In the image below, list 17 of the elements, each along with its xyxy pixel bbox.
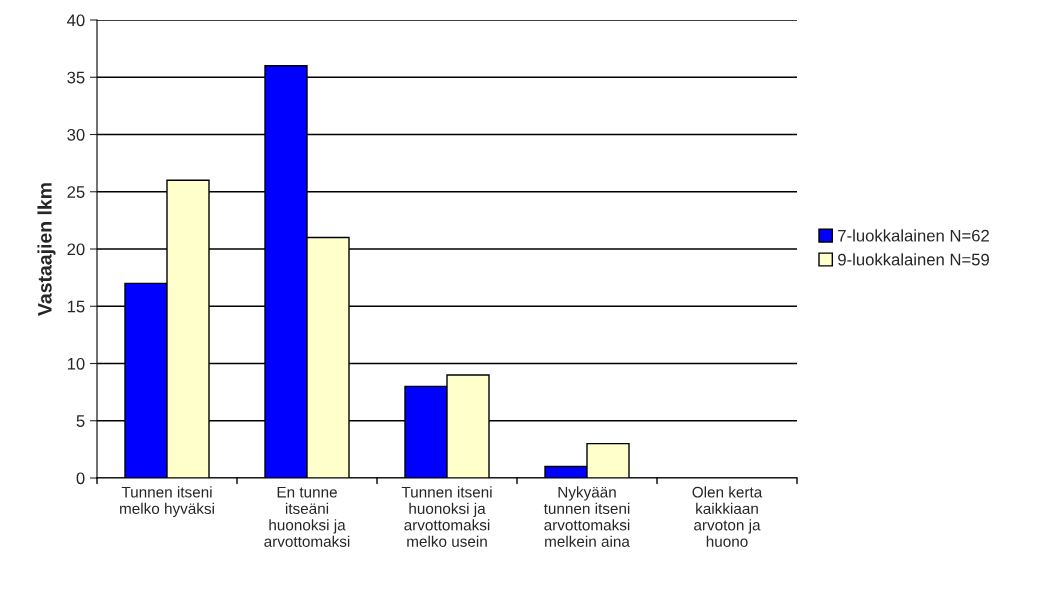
y-tick-label: 30 — [67, 128, 85, 141]
legend-label: 7-luokkalainen N=62 — [838, 229, 989, 242]
y-tick-label: 5 — [76, 415, 85, 427]
y-tick-label: 0 — [76, 472, 85, 485]
x-tick-label: Tunnen itseni melko hyväksi — [120, 486, 214, 518]
y-tick-label: 25 — [67, 186, 85, 198]
y-tick-label: 40 — [67, 14, 85, 27]
y-axis-title: Vastaajien lkm — [37, 183, 56, 316]
y-tick-label: 10 — [67, 357, 85, 370]
x-tick-label: Olen kerta kaikkiaan arvoton ja huono — [692, 486, 763, 547]
x-tick-label: En tunne itseäni huonoksi ja arvottomaksi — [264, 486, 350, 547]
y-tick-label: 35 — [67, 71, 85, 84]
y-tick-label: 20 — [67, 243, 85, 256]
x-tick-label: Nykyään tunnen itseni arvottomaksi melkein aina — [543, 486, 630, 547]
legend-label: 9-luokkalainen N=59 — [838, 253, 989, 266]
x-tick-label: Tunnen itseni huonoksi ja arvottomaksi melko usein — [401, 486, 492, 547]
y-tick-label: 15 — [67, 300, 85, 313]
